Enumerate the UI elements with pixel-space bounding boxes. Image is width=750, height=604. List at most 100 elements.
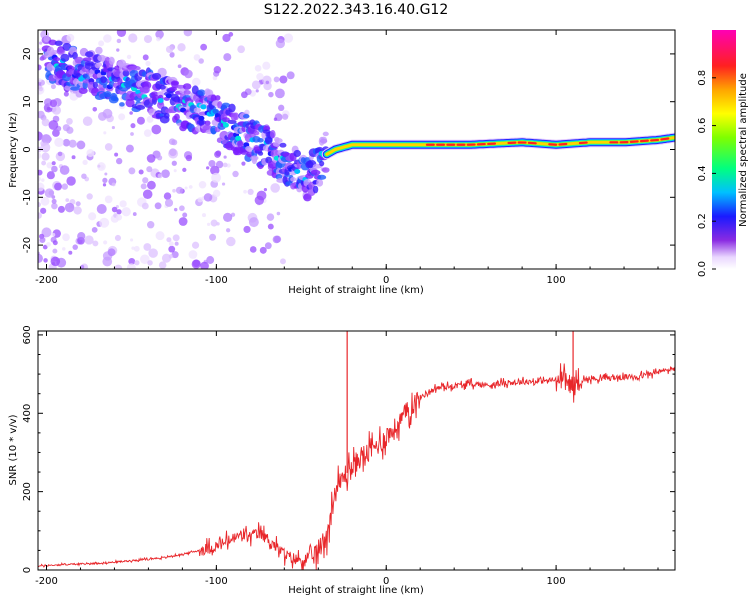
spectrogram-noise-blob	[147, 181, 156, 190]
spectrogram-noise-blob	[164, 192, 171, 199]
spectrogram-noise-blob	[206, 166, 209, 169]
spectrogram-noise-blob	[273, 236, 281, 244]
spectrogram-noise-blob	[257, 191, 267, 201]
spectrogram-noise-blob	[166, 46, 173, 53]
spectrogram-noise-blob	[102, 257, 112, 267]
spectrogram-noise-blob	[36, 183, 45, 192]
spectrogram-noise-blob	[66, 118, 73, 125]
spectrogram-band-blob	[197, 89, 205, 95]
y-tick-label: -20	[22, 237, 33, 253]
spectrogram-noise-blob	[274, 117, 277, 120]
spectrogram-noise-blob	[103, 183, 106, 186]
spectrogram-noise-blob	[243, 190, 247, 194]
spectrogram-noise-blob	[223, 213, 232, 222]
spectrogram-band-core	[198, 116, 204, 121]
spectrogram-noise-blob	[36, 64, 42, 70]
spectrogram-noise-blob	[108, 248, 116, 256]
spectrogram-band-blob	[159, 85, 165, 90]
spectrogram-band-blob	[83, 57, 92, 61]
snr-y-label: SNR (10 * v/v)	[8, 414, 19, 485]
spectrogram-noise-blob	[83, 116, 93, 126]
spectrogram-band-blob	[135, 105, 145, 110]
spectrogram-noise-blob	[211, 173, 221, 183]
spectrogram-band-blob	[55, 41, 63, 46]
spectrogram-noise-blob	[179, 205, 185, 211]
y-tick-label: 600	[22, 325, 33, 344]
spectrogram-noise-blob	[255, 65, 262, 72]
spectrogram-noise-blob	[226, 237, 235, 246]
spectrogram-noise-blob	[226, 228, 230, 232]
spectrogram-noise-blob	[142, 203, 149, 210]
spectrogram-noise-blob	[114, 153, 118, 157]
spectrogram-noise-blob	[68, 251, 72, 255]
spectrogram-noise-blob	[171, 139, 177, 145]
spectrogram-noise-blob	[147, 154, 156, 163]
spectrogram-noise-blob	[216, 222, 219, 225]
spectrogram-noise-blob	[51, 166, 58, 173]
spectrogram-noise-blob	[103, 240, 107, 244]
spectrogram-noise-blob	[192, 78, 201, 87]
spectrogram-noise-blob	[252, 80, 261, 89]
spectrogram-noise-blob	[213, 190, 220, 197]
spectrogram-noise-blob	[241, 91, 248, 98]
spectrogram-band-blob	[109, 57, 115, 65]
spectrogram-noise-blob	[169, 241, 174, 246]
spectrogram-noise-blob	[144, 129, 152, 137]
spectrogram-noise-blob	[158, 173, 163, 178]
spectrogram-noise-blob	[184, 70, 193, 79]
spectrogram-band-blob	[97, 62, 102, 66]
spectrogram-noise-blob	[127, 263, 136, 272]
spectrogram-noise-blob	[172, 161, 177, 166]
spectrogram-noise-blob	[207, 223, 210, 226]
spectrogram-marks	[33, 28, 675, 273]
spectrogram-noise-blob	[52, 161, 56, 165]
spectrogram-noise-blob	[40, 142, 50, 152]
spectrogram-noise-blob	[51, 257, 61, 267]
spectrogram-noise-blob	[97, 204, 107, 214]
spectrogram-band-blob	[183, 83, 191, 90]
spectrogram-band-blob	[194, 107, 201, 113]
spectrogram-band-blob	[275, 138, 283, 143]
spectrogram-noise-blob	[268, 224, 274, 230]
spectrogram-noise-blob	[189, 185, 193, 189]
spectrogram-band-blob	[60, 54, 69, 62]
spectrogram-noise-blob	[77, 232, 85, 240]
spectrogram-noise-blob	[194, 54, 201, 61]
spectrogram-noise-blob	[264, 188, 267, 191]
spectrogram-noise-blob	[192, 242, 199, 249]
spectrogram-noise-blob	[76, 201, 81, 206]
spectrogram-band-blob	[320, 137, 327, 144]
y-tick-label: 10	[22, 95, 33, 108]
spectrogram-noise-blob	[112, 126, 115, 129]
spectrogram-noise-blob	[58, 152, 63, 157]
spectrogram-band-blob	[233, 112, 239, 120]
spectrogram-noise-blob	[267, 213, 274, 220]
spectrogram-noise-blob	[39, 87, 43, 91]
spectrogram-noise-blob	[64, 91, 69, 96]
spectrogram-noise-blob	[172, 189, 176, 193]
spectrogram-noise-blob	[146, 166, 152, 172]
snr-marks	[38, 331, 675, 570]
y-tick-label: 400	[22, 404, 33, 423]
spectrogram-noise-blob	[177, 43, 185, 51]
spectrogram-noise-blob	[50, 100, 58, 108]
spectrogram-noise-blob	[193, 260, 201, 268]
spectrogram-band-blob	[212, 109, 219, 114]
spectrogram-noise-blob	[250, 246, 257, 253]
spectrogram-noise-blob	[155, 202, 162, 209]
spectrogram-band-core	[294, 169, 300, 174]
spectrogram-noise-blob	[268, 92, 274, 98]
spectrogram-noise-blob	[117, 39, 121, 43]
spectrogram-noise-blob	[102, 178, 107, 183]
spectrogram-noise-blob	[275, 88, 285, 98]
spectrogram-noise-blob	[134, 260, 139, 265]
colorbar-tick-label: 0.4	[697, 165, 708, 181]
spectrogram-noise-blob	[92, 107, 97, 112]
spectrogram-noise-blob	[47, 171, 55, 179]
colorbar-gradient	[712, 30, 736, 269]
spectrogram-noise-blob	[112, 207, 118, 213]
spectrogram-noise-blob	[39, 41, 42, 44]
spectrogram-band-blob	[293, 150, 301, 157]
spectrogram-noise-blob	[200, 44, 207, 51]
